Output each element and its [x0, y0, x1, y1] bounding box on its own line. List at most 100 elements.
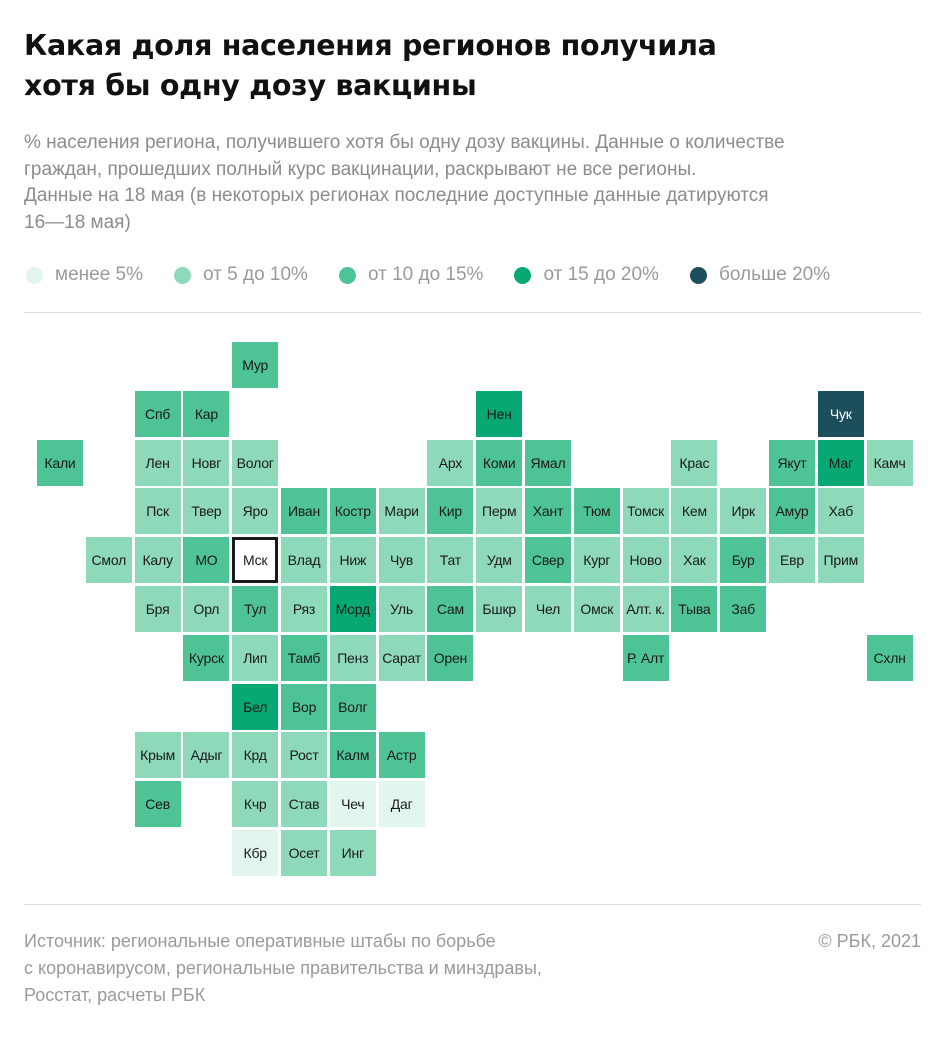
- region-tile[interactable]: Крым: [134, 732, 181, 779]
- region-tile[interactable]: Ново: [622, 537, 669, 584]
- region-tile[interactable]: Астр: [378, 732, 425, 779]
- region-tile[interactable]: Крд: [232, 732, 279, 779]
- region-tile[interactable]: Осет: [281, 830, 327, 876]
- top-divider: [24, 312, 921, 313]
- region-tile[interactable]: Волг: [329, 683, 376, 730]
- legend-swatch: [514, 266, 532, 284]
- region-tile[interactable]: Заб: [720, 586, 767, 632]
- region-tile[interactable]: Кбр: [232, 830, 279, 876]
- region-tile[interactable]: Р. Алт: [622, 634, 669, 681]
- region-tile[interactable]: Даг: [378, 781, 425, 828]
- chart-title: Какая доля населения регионов получила х…: [24, 26, 904, 106]
- region-tile[interactable]: Свер: [525, 537, 571, 584]
- region-tile[interactable]: Кем: [671, 488, 718, 535]
- region-tile[interactable]: Лен: [134, 439, 181, 486]
- region-tile[interactable]: Влад: [281, 537, 327, 584]
- region-tile[interactable]: Мари: [378, 488, 425, 535]
- region-tile[interactable]: Кир: [427, 488, 474, 535]
- region-tile[interactable]: Хант: [525, 488, 571, 535]
- region-tile[interactable]: Хаб: [817, 488, 864, 535]
- region-tile[interactable]: Тюм: [573, 488, 620, 535]
- region-tile[interactable]: Яро: [232, 488, 279, 535]
- region-tile[interactable]: Став: [281, 781, 327, 828]
- subtitle-line: граждан, прошедших полный курс вакцинаци…: [24, 158, 697, 180]
- region-tile[interactable]: Орл: [183, 586, 230, 632]
- region-tile[interactable]: Перм: [476, 488, 523, 535]
- region-tile[interactable]: Амур: [769, 488, 815, 535]
- legend-swatch: [26, 266, 43, 284]
- chart-title-line: Какая доля населения регионов получила: [24, 29, 717, 62]
- region-tile[interactable]: Нен: [476, 390, 523, 437]
- region-tile[interactable]: Иван: [281, 488, 327, 535]
- region-tile[interactable]: Адыг: [183, 732, 230, 779]
- region-tile[interactable]: Морд: [329, 586, 376, 632]
- chart-subtitle: % населения региона, получившего хотя бы…: [24, 130, 904, 236]
- region-tile[interactable]: МО: [183, 537, 230, 584]
- region-tile[interactable]: Ямал: [525, 439, 571, 486]
- region-tile[interactable]: Лип: [232, 634, 279, 681]
- region-tile[interactable]: Хак: [671, 537, 718, 584]
- region-tile[interactable]: Спб: [134, 390, 181, 437]
- legend-item-lt5: менее 5%: [26, 264, 143, 286]
- region-tile[interactable]: Ряз: [281, 586, 327, 632]
- region-tile[interactable]: Костр: [329, 488, 376, 535]
- region-tile[interactable]: Кург: [573, 537, 620, 584]
- region-tile[interactable]: Ирк: [720, 488, 767, 535]
- legend-item-10to15: от 10 до 15%: [338, 264, 483, 286]
- region-tile[interactable]: Камч: [866, 439, 913, 486]
- region-tile[interactable]: Чеч: [329, 781, 376, 828]
- region-tile[interactable]: Кчр: [232, 781, 279, 828]
- region-tile[interactable]: Тул: [232, 586, 279, 632]
- region-tile[interactable]: Омск: [573, 586, 620, 632]
- region-tile[interactable]: Кали: [37, 439, 83, 486]
- region-tile[interactable]: Удм: [476, 537, 523, 584]
- region-tile[interactable]: Инг: [329, 830, 376, 876]
- region-tile[interactable]: Арх: [427, 439, 474, 486]
- region-tile[interactable]: Бур: [720, 537, 767, 584]
- region-tile[interactable]: Кар: [183, 390, 230, 437]
- region-tile[interactable]: Твер: [183, 488, 230, 535]
- region-tile[interactable]: Сев: [134, 781, 181, 828]
- region-tile[interactable]: Новг: [183, 439, 230, 486]
- legend-label: менее 5%: [55, 264, 143, 285]
- region-tile[interactable]: Тамб: [281, 634, 327, 681]
- region-tile[interactable]: Якут: [769, 439, 815, 486]
- region-tile[interactable]: Тыва: [671, 586, 718, 632]
- region-tile[interactable]: Евр: [769, 537, 815, 584]
- region-tile[interactable]: Уль: [378, 586, 425, 632]
- legend-swatch: [689, 266, 707, 284]
- region-tile[interactable]: Схлн: [866, 634, 913, 681]
- region-tile[interactable]: Чук: [817, 390, 864, 437]
- region-tile[interactable]: Калу: [134, 537, 181, 584]
- region-tile[interactable]: Мск: [232, 537, 279, 584]
- region-tile[interactable]: Чув: [378, 537, 425, 584]
- region-tile[interactable]: Прим: [817, 537, 864, 584]
- region-tile[interactable]: Смол: [85, 537, 132, 584]
- region-tile[interactable]: Мур: [232, 342, 279, 388]
- subtitle-line: 16—18 мая): [24, 211, 131, 233]
- region-tile[interactable]: Орен: [427, 634, 474, 681]
- region-tile[interactable]: Калм: [329, 732, 376, 779]
- region-tile[interactable]: Ниж: [329, 537, 376, 584]
- region-tile[interactable]: Бря: [134, 586, 181, 632]
- legend-label: от 5 до 10%: [203, 264, 308, 285]
- region-tile[interactable]: Томск: [622, 488, 669, 535]
- chart-title-line: хотя бы одну дозу вакцины: [24, 69, 477, 102]
- region-tile[interactable]: Волог: [232, 439, 279, 486]
- region-tile[interactable]: Пенз: [329, 634, 376, 681]
- region-tile[interactable]: Рост: [281, 732, 327, 779]
- region-tile[interactable]: Крас: [671, 439, 718, 486]
- subtitle-line: % населения региона, получившего хотя бы…: [24, 132, 785, 153]
- region-tile[interactable]: Сам: [427, 586, 474, 632]
- region-tile[interactable]: Курск: [183, 634, 230, 681]
- region-tile[interactable]: Сарат: [378, 634, 425, 681]
- region-tile[interactable]: Пск: [134, 488, 181, 535]
- region-tile[interactable]: Маг: [817, 439, 864, 486]
- region-tile[interactable]: Бел: [232, 683, 279, 730]
- region-tile[interactable]: Тат: [427, 537, 474, 584]
- region-tile[interactable]: Бшкр: [476, 586, 523, 632]
- region-tile[interactable]: Коми: [476, 439, 523, 486]
- region-tile[interactable]: Алт. к.: [622, 586, 669, 632]
- region-tile[interactable]: Вор: [281, 683, 327, 730]
- region-tile[interactable]: Чел: [525, 586, 571, 632]
